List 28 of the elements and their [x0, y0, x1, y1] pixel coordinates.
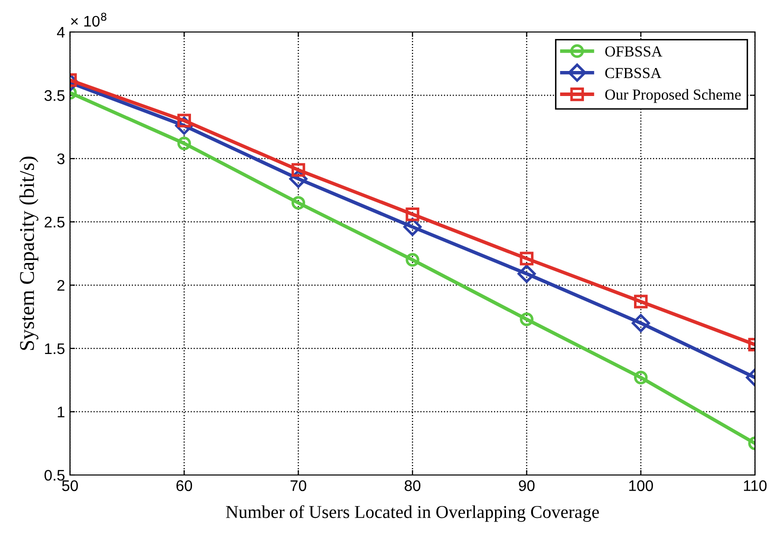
point — [292, 163, 306, 177]
y-tick-label: 3.5 — [44, 90, 64, 101]
y-tick-label: 1 — [58, 406, 64, 418]
y-tick-label: 1.5 — [45, 343, 64, 354]
x-axis-title: Number of Users Located in Overlapping Coverage — [226, 505, 599, 522]
point — [520, 312, 534, 326]
x-tick-label: 60 — [176, 480, 192, 492]
point — [518, 264, 536, 283]
legend-label: CFBSSA — [605, 68, 662, 78]
point — [292, 196, 306, 210]
y-tick-label: 2.5 — [44, 216, 64, 228]
y-tick-label: 4 — [56, 27, 65, 38]
x-tick-label: 100 — [629, 480, 653, 492]
x-tick-label: 50 — [62, 480, 78, 492]
legend-label: OFBSSA — [605, 46, 662, 57]
x-tick-label: 90 — [518, 480, 535, 492]
point — [520, 252, 534, 266]
y-tick-label: 3 — [57, 153, 64, 164]
x-tick-label: 70 — [290, 480, 306, 492]
text: × 10$^{8}$ — [71, 12, 106, 27]
point — [406, 253, 420, 267]
y-tick-label: 0.5 — [44, 470, 64, 481]
x-tick-label: 110 — [744, 480, 767, 492]
y-tick-label: 2 — [57, 280, 64, 291]
legend-label: Our Proposed Scheme — [605, 89, 741, 103]
x-tick-label: 80 — [404, 480, 420, 492]
y-axis-title: System Capacity (bit/s) — [19, 156, 38, 350]
point — [406, 207, 420, 222]
